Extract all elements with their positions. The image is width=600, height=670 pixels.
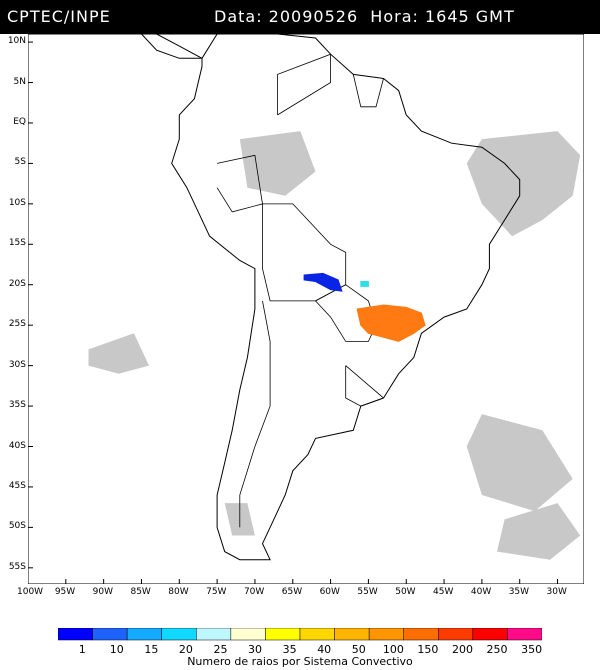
lat-label: 10S bbox=[8, 197, 26, 208]
colorbar-label: 30 bbox=[248, 643, 263, 656]
lat-label: 20S bbox=[8, 278, 26, 289]
colorbar-segment bbox=[403, 628, 439, 641]
border-line bbox=[216, 154, 263, 213]
cloud-cover bbox=[88, 131, 581, 560]
organization-label: CPTEC/INPE bbox=[7, 7, 111, 26]
colorbar-label: 1 bbox=[78, 643, 86, 656]
lat-label: 45S bbox=[8, 480, 26, 491]
cloud-patch bbox=[466, 131, 581, 237]
cloud-patch bbox=[466, 414, 573, 512]
colorbar-label: 40 bbox=[317, 643, 332, 656]
lat-label: 25S bbox=[8, 319, 26, 330]
central-america-coast bbox=[140, 34, 203, 59]
colorbar-segment bbox=[161, 628, 197, 641]
cloud-patch bbox=[497, 503, 581, 560]
convective-system-cyan bbox=[360, 281, 369, 287]
lon-label: 40W bbox=[470, 587, 492, 597]
south-america-coast bbox=[171, 34, 521, 561]
convective-systems bbox=[303, 272, 426, 342]
lat-label: 30S bbox=[8, 359, 26, 370]
colorbar-segment bbox=[265, 628, 301, 641]
lon-label: 55W bbox=[357, 587, 378, 597]
lat-label: 15S bbox=[8, 238, 26, 249]
lat-label: 40S bbox=[8, 440, 26, 451]
colorbar-label: 350 bbox=[521, 643, 543, 656]
colorbar-segment bbox=[196, 628, 232, 641]
border-line bbox=[239, 300, 271, 528]
colorbar-segment bbox=[126, 628, 162, 641]
convective-system-blue bbox=[303, 272, 343, 292]
colorbar-label: 20 bbox=[178, 643, 193, 656]
map-frame bbox=[28, 34, 584, 584]
border-line bbox=[352, 74, 384, 108]
cloud-patch bbox=[88, 333, 149, 374]
colorbar-label: 25 bbox=[213, 643, 228, 656]
lat-label: 50S bbox=[8, 521, 26, 532]
lon-label: 100W bbox=[17, 587, 44, 597]
lon-label: 95W bbox=[54, 587, 76, 597]
colorbar-title: Numero de raios por Sistema Convectivo bbox=[187, 655, 413, 668]
convective-system-orange bbox=[356, 304, 426, 342]
colorbar-label: 150 bbox=[417, 643, 439, 656]
map-ticks bbox=[28, 41, 559, 584]
colorbar-segment bbox=[472, 628, 508, 641]
colorbar-label: 100 bbox=[382, 643, 404, 656]
lat-label: 5N bbox=[13, 76, 26, 87]
lon-label: 30W bbox=[546, 587, 567, 597]
colorbar-label: 10 bbox=[109, 643, 124, 656]
header-bar: CPTEC/INPE Data: 20090526 Hora: 1645 GMT bbox=[0, 0, 600, 34]
colorbar-segment bbox=[92, 628, 128, 641]
colorbar-label: 15 bbox=[144, 643, 159, 656]
colorbar-segment bbox=[58, 628, 93, 641]
colorbar-segment bbox=[438, 628, 474, 641]
coastline bbox=[140, 34, 521, 561]
lon-label: 60W bbox=[319, 587, 340, 597]
lat-label: 55S bbox=[8, 561, 26, 572]
colorbar-segment bbox=[368, 628, 404, 641]
lon-label: 50W bbox=[395, 587, 416, 597]
colorbar-label: 200 bbox=[451, 643, 473, 656]
lat-label: EQ bbox=[13, 116, 26, 127]
lon-label: 70W bbox=[243, 587, 265, 597]
colorbar-segment bbox=[299, 628, 335, 641]
colorbar-segment bbox=[334, 628, 370, 641]
lon-label: 85W bbox=[130, 587, 151, 597]
colorbar-label: 250 bbox=[486, 643, 508, 656]
border-line bbox=[345, 365, 385, 407]
colorbar bbox=[58, 628, 542, 641]
lon-label: 90W bbox=[92, 587, 113, 597]
lon-label: 65W bbox=[281, 587, 303, 597]
lon-label: 75W bbox=[206, 587, 227, 597]
colorbar-label: 50 bbox=[351, 643, 366, 656]
lon-label: 45W bbox=[433, 587, 454, 597]
date-time-label: Data: 20090526 Hora: 1645 GMT bbox=[214, 7, 515, 26]
lat-label: 10N bbox=[7, 36, 26, 47]
border-line bbox=[277, 53, 331, 116]
lon-label: 80W bbox=[168, 587, 189, 597]
lat-label: 35S bbox=[8, 400, 26, 411]
lat-label: 5S bbox=[14, 157, 26, 168]
colorbar-label: 35 bbox=[282, 643, 297, 656]
lon-label: 35W bbox=[508, 587, 530, 597]
colorbar-segment bbox=[230, 628, 266, 641]
colorbar-segment bbox=[507, 628, 542, 641]
